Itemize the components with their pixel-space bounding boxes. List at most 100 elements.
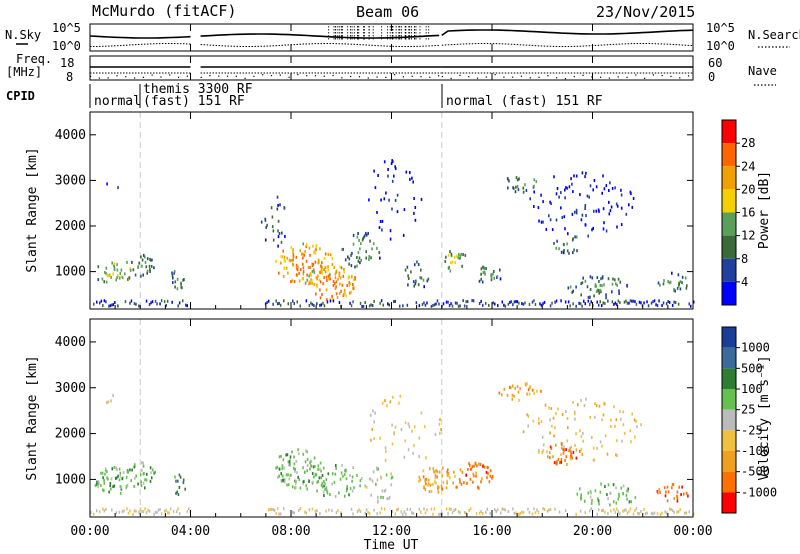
data-cell [460, 482, 463, 486]
data-cell [111, 467, 114, 471]
ground-scatter-cell [292, 510, 294, 514]
data-cell [132, 268, 135, 272]
data-cell [566, 439, 569, 443]
ground-scatter-cell [376, 512, 378, 516]
data-cell [687, 494, 689, 498]
data-cell [292, 258, 294, 262]
ground-scatter-cell [320, 303, 323, 307]
nave-point [591, 76, 593, 78]
data-cell [371, 427, 373, 431]
data-cell [326, 298, 328, 302]
nave-point [468, 76, 470, 78]
data-cell [412, 180, 414, 184]
data-cell [141, 468, 143, 472]
velocity-panel-frame [89, 318, 694, 518]
data-cell [326, 489, 328, 493]
ground-scatter-cell [667, 300, 669, 303]
ground-scatter-cell [637, 511, 639, 515]
ground-scatter-cell [628, 510, 630, 514]
data-cell [146, 269, 149, 273]
data-cell [445, 255, 447, 259]
data-cell [322, 282, 324, 286]
ground-scatter-cell [607, 299, 609, 303]
y-tick-label: 1000 [55, 472, 86, 487]
nave-point [226, 75, 229, 77]
data-cell [549, 418, 551, 422]
nave-point [573, 75, 575, 78]
data-cell [592, 226, 594, 230]
data-cell [573, 410, 576, 414]
ground-scatter-cell [293, 511, 295, 515]
data-cell [302, 252, 304, 256]
data-cell [618, 494, 620, 498]
data-cell [317, 274, 319, 278]
data-cell [506, 393, 509, 397]
data-cell [265, 225, 267, 229]
nave-point [90, 75, 92, 77]
data-cell [358, 256, 361, 260]
data-cell [589, 184, 592, 188]
colorbar-tick-label: -1000 [741, 485, 777, 499]
data-cell [622, 484, 625, 488]
data-cell [394, 425, 397, 429]
data-cell [557, 458, 560, 462]
ground-scatter-cell [518, 512, 520, 516]
ground-scatter-cell [148, 509, 151, 513]
data-cell [287, 460, 290, 464]
ground-scatter-cell [159, 508, 161, 512]
data-cell [177, 479, 179, 483]
data-cell [279, 203, 281, 207]
data-cell [566, 242, 568, 246]
data-cell [630, 440, 632, 444]
data-cell [290, 280, 292, 284]
ground-scatter-cell [665, 302, 668, 306]
velocity-ylabel: Slant Range [km] [25, 355, 40, 480]
ground-scatter-cell [364, 301, 366, 304]
nave-point [512, 76, 514, 78]
data-cell [175, 491, 177, 495]
nave-point [617, 76, 619, 78]
colorbar-tick-label: 20 [741, 182, 755, 196]
data-cell [154, 470, 156, 474]
nave-point [429, 76, 431, 78]
data-cell [365, 231, 367, 235]
data-cell [280, 255, 283, 259]
ground-scatter-cell [558, 510, 561, 514]
data-cell [604, 434, 607, 438]
ground-scatter-cell [677, 510, 680, 514]
data-cell [381, 401, 384, 405]
ground-scatter-cell [331, 509, 333, 513]
data-cell [557, 407, 559, 411]
data-cell [357, 259, 360, 263]
data-cell [148, 264, 151, 268]
data-cell [278, 271, 280, 275]
data-cell [449, 476, 451, 480]
data-cell [546, 450, 548, 454]
data-cell [669, 280, 672, 284]
data-cell [555, 246, 558, 250]
data-cell [115, 476, 118, 480]
nave-point [279, 74, 281, 76]
data-cell [117, 186, 119, 190]
data-cell [413, 211, 415, 215]
data-cell [131, 260, 133, 264]
data-cell [343, 270, 345, 274]
data-cell [582, 439, 584, 443]
data-cell [583, 404, 586, 408]
data-cell [418, 479, 420, 483]
data-cell [103, 481, 106, 485]
ground-scatter-cell [665, 511, 668, 515]
data-cell [671, 486, 673, 490]
nave-point [209, 75, 211, 77]
cpid-segment-normal-fast: normal (fast) 151 RF [446, 94, 603, 109]
data-cell [632, 197, 635, 200]
ground-scatter-cell [679, 508, 681, 512]
ground-scatter-cell [358, 508, 360, 512]
data-cell [302, 272, 305, 276]
colorbar-swatch [722, 492, 736, 513]
data-cell [473, 474, 475, 478]
nave-point [450, 77, 452, 80]
colorbar-swatch [722, 120, 736, 144]
data-cell [341, 248, 343, 251]
data-cell [372, 242, 375, 246]
